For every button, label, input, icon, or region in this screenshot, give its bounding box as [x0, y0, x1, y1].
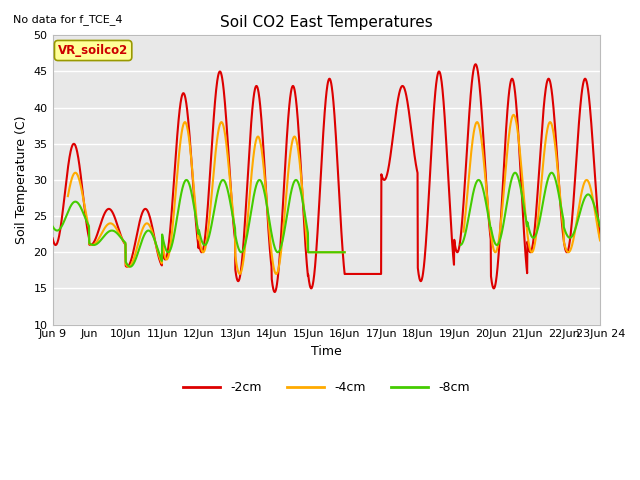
Text: No data for f_TCE_4: No data for f_TCE_4 [13, 14, 122, 25]
-2cm [480, 142, 488, 148]
-4cm [480, 159, 488, 165]
Line: -4cm: -4cm [68, 115, 600, 274]
Line: -8cm: -8cm [52, 173, 600, 267]
-2cm [580, 77, 588, 83]
Text: VR_soilco2: VR_soilco2 [58, 44, 128, 57]
-8cm [480, 191, 488, 196]
-8cm [49, 224, 56, 229]
-2cm [77, 170, 84, 176]
-4cm [315, 250, 323, 255]
Title: Soil CO2 East Temperatures: Soil CO2 East Temperatures [220, 15, 433, 30]
X-axis label: Time: Time [311, 345, 342, 358]
-8cm [77, 204, 84, 210]
Y-axis label: Soil Temperature (C): Soil Temperature (C) [15, 116, 28, 244]
-4cm [580, 180, 588, 186]
-4cm [77, 182, 84, 188]
Legend: -2cm, -4cm, -8cm: -2cm, -4cm, -8cm [178, 376, 475, 399]
Line: -2cm: -2cm [52, 64, 600, 292]
-4cm [580, 180, 588, 185]
-2cm [580, 76, 588, 82]
-8cm [580, 196, 588, 202]
-8cm [581, 195, 589, 201]
-2cm [315, 206, 323, 212]
-4cm [301, 211, 308, 217]
-8cm [315, 250, 323, 255]
-2cm [49, 235, 56, 241]
-2cm [301, 226, 308, 231]
-8cm [301, 208, 308, 214]
